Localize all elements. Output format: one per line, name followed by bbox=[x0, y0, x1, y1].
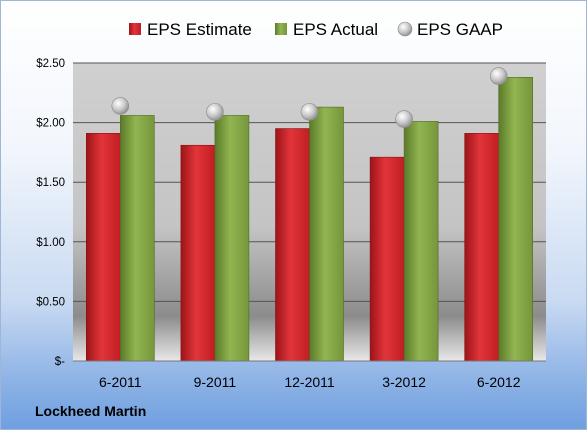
legend-label: EPS Estimate bbox=[147, 20, 252, 39]
x-tick-label: 6-2011 bbox=[99, 374, 142, 390]
x-tick-label: 12-2011 bbox=[284, 374, 335, 390]
legend-swatch bbox=[275, 23, 287, 35]
bar-eps-actual bbox=[309, 106, 344, 362]
bar-eps-actual bbox=[120, 115, 155, 362]
x-tick-label: 6-2012 bbox=[477, 374, 521, 390]
marker-eps-gaap bbox=[395, 110, 413, 128]
bar-eps-estimate bbox=[86, 133, 121, 362]
legend-label: EPS GAAP bbox=[417, 20, 503, 39]
marker-eps-gaap bbox=[206, 103, 224, 121]
legend-swatch bbox=[129, 23, 141, 35]
marker-eps-gaap bbox=[111, 97, 130, 115]
x-tick-label: 9-2011 bbox=[194, 374, 237, 390]
bar-eps-estimate bbox=[180, 144, 216, 362]
y-tick-label: $2.00 bbox=[36, 118, 65, 130]
bar-eps-actual bbox=[498, 77, 534, 362]
marker-eps-gaap bbox=[489, 67, 508, 85]
x-tick-label: 3-2012 bbox=[382, 374, 426, 390]
y-tick-label: $0.50 bbox=[36, 296, 65, 308]
legend-swatch bbox=[397, 21, 413, 37]
bar-eps-estimate bbox=[369, 156, 405, 362]
bar-eps-actual bbox=[403, 121, 439, 362]
y-tick-label: $2.50 bbox=[36, 58, 65, 70]
bar-eps-actual bbox=[214, 115, 250, 362]
y-tick-label: $1.50 bbox=[36, 177, 65, 189]
marker-eps-gaap bbox=[300, 103, 319, 121]
company-name: Lockheed Martin bbox=[35, 403, 147, 419]
legend-label: EPS Actual bbox=[293, 20, 378, 39]
bar-eps-estimate bbox=[275, 128, 310, 362]
y-tick-label: $- bbox=[55, 356, 65, 368]
bar-eps-estimate bbox=[464, 133, 500, 362]
y-tick-label: $1.00 bbox=[36, 237, 65, 249]
